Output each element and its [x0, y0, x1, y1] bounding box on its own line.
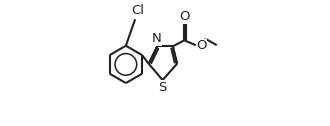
Text: Cl: Cl	[131, 4, 144, 17]
Text: O: O	[180, 10, 190, 23]
Text: N: N	[152, 32, 161, 45]
Text: S: S	[158, 81, 167, 94]
Text: O: O	[196, 39, 207, 52]
